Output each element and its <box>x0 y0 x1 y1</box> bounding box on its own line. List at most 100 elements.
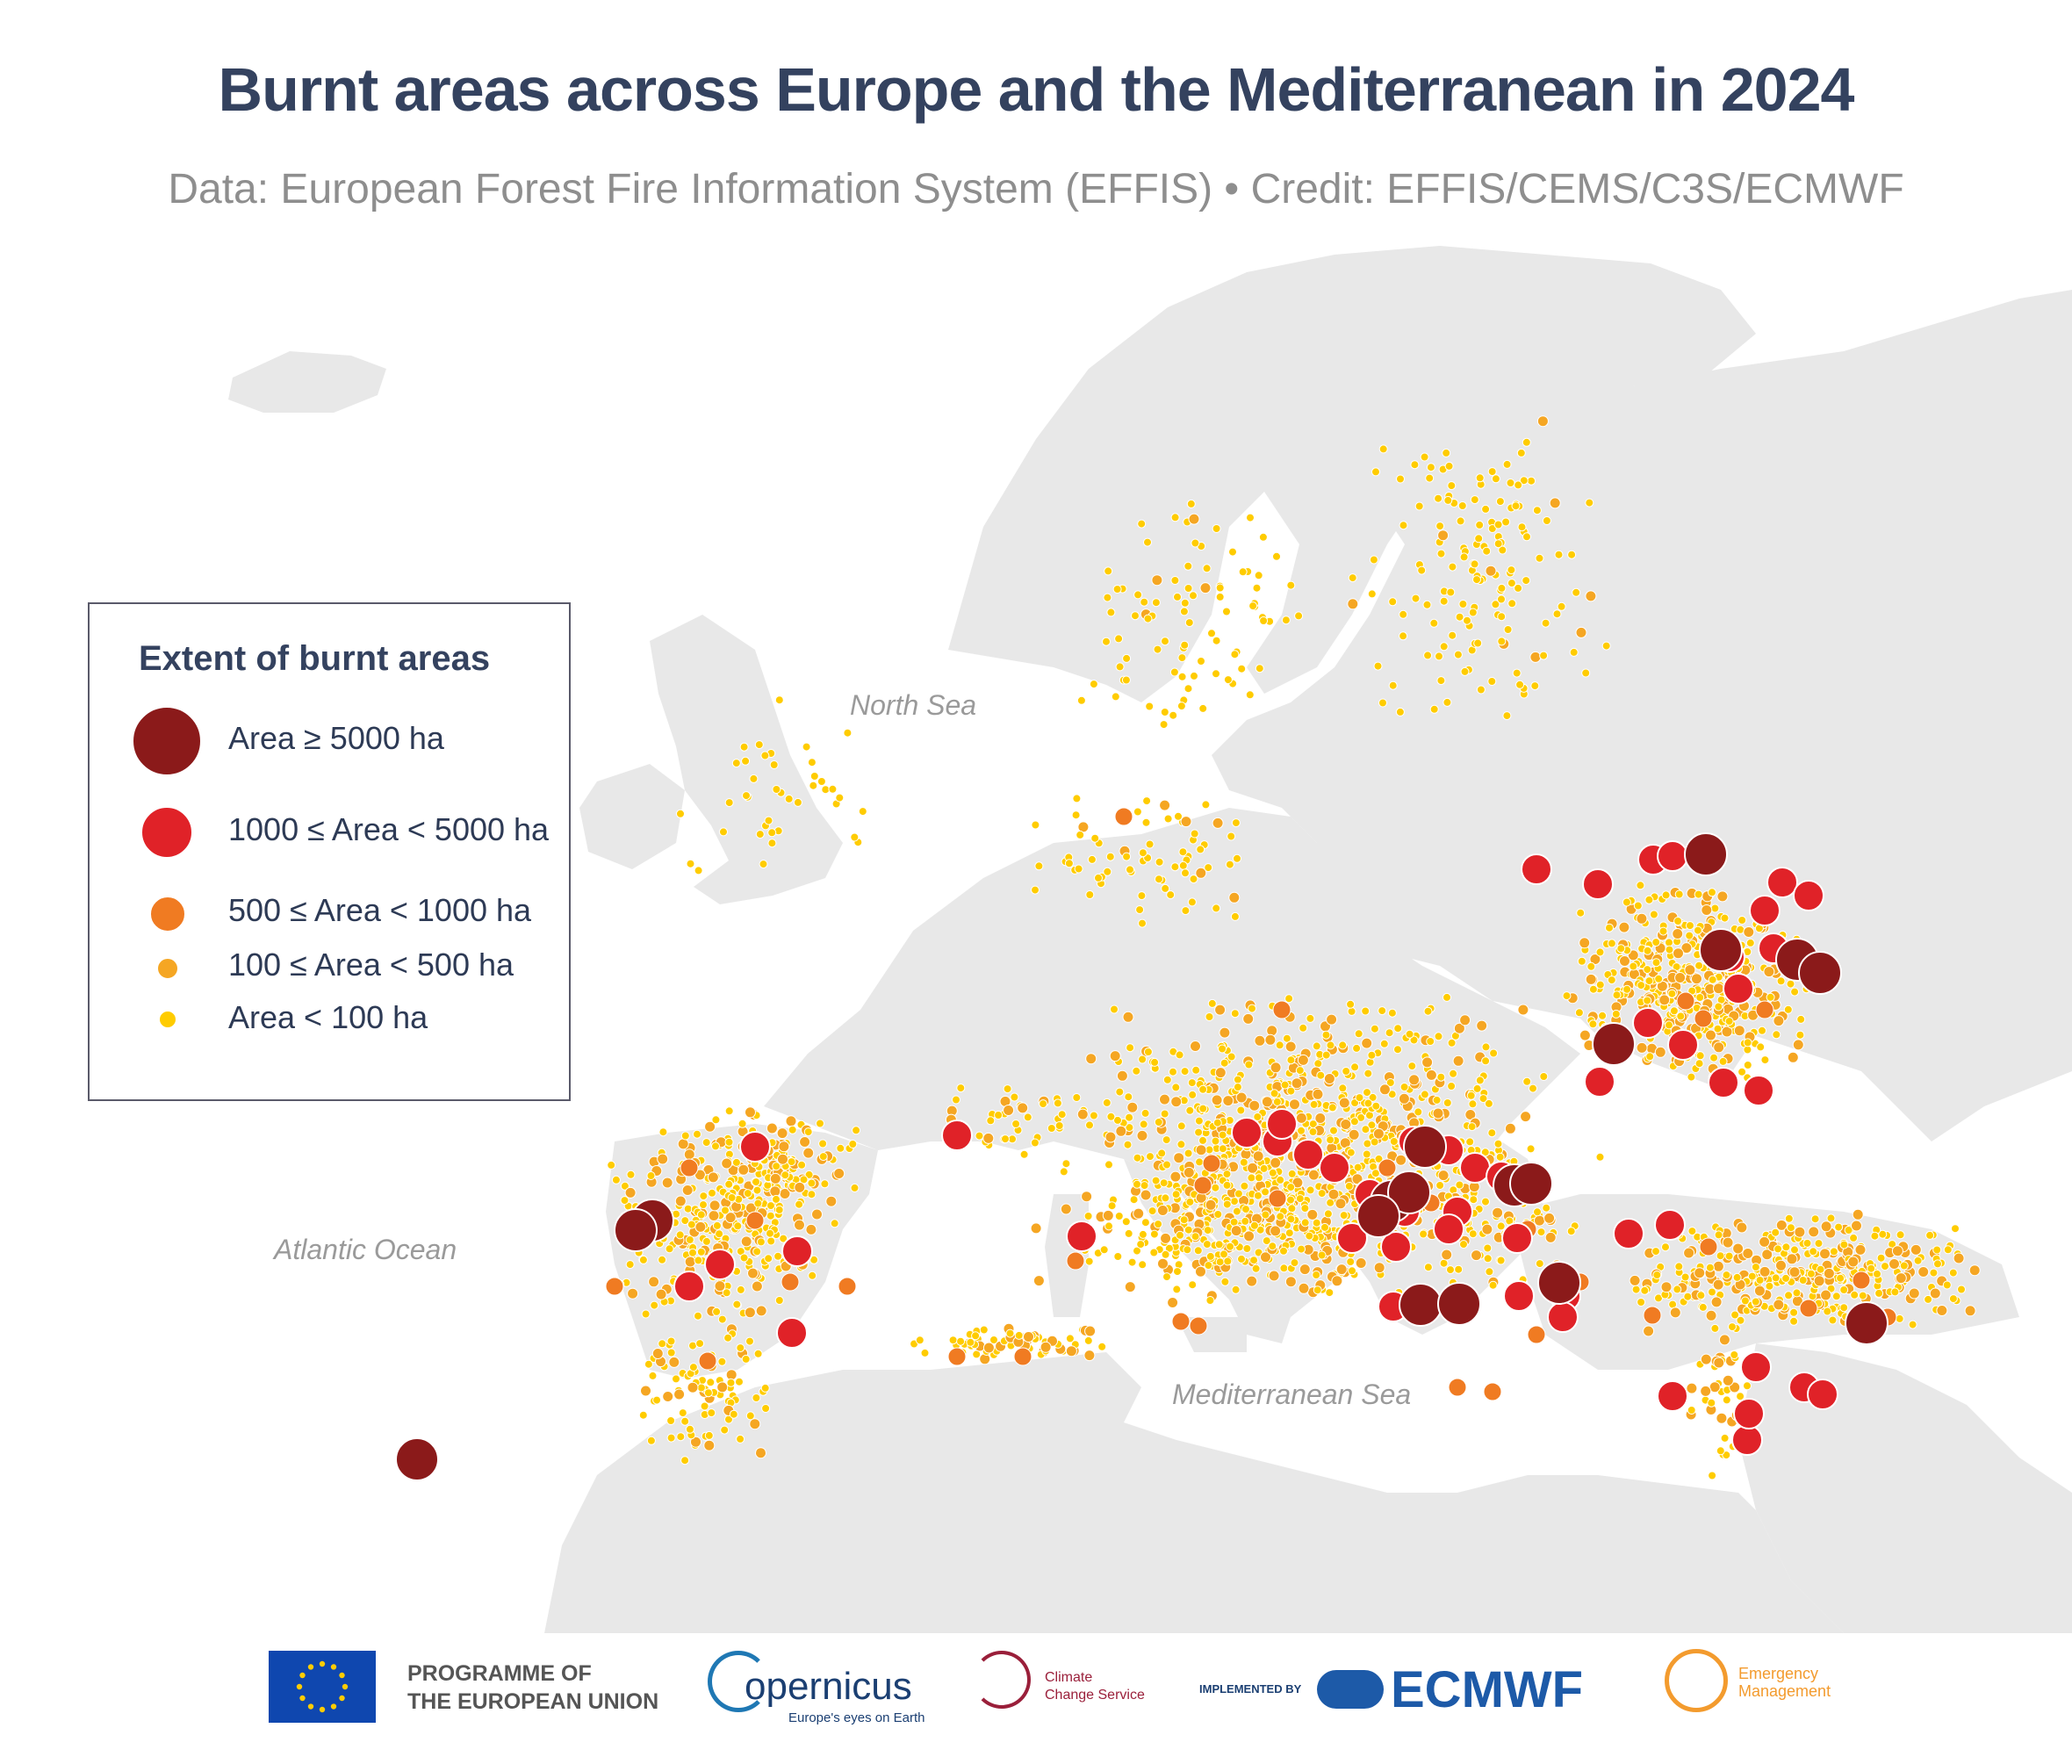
fire-point-lt100 <box>1254 571 1263 580</box>
fire-point-100-500 <box>1701 904 1713 916</box>
fire-point-lt100 <box>1514 480 1523 490</box>
fire-point-lt100 <box>1371 467 1380 477</box>
fire-point-lt100 <box>1536 1228 1546 1237</box>
eu-star-icon <box>330 1664 337 1670</box>
fire-point-lt100 <box>1444 461 1454 471</box>
fire-point-lt100 <box>724 1179 734 1189</box>
fire-point-100-500 <box>627 1287 639 1300</box>
fire-point-lt100 <box>1198 703 1208 713</box>
fire-point-lt100 <box>1159 1178 1169 1188</box>
fire-point-lt100 <box>1637 981 1646 990</box>
fire-point-5000-plus <box>395 1437 439 1481</box>
fire-point-lt100 <box>658 1255 667 1264</box>
fire-point-lt100 <box>1233 1075 1242 1084</box>
fire-point-lt100 <box>1057 1110 1067 1120</box>
fire-point-lt100 <box>1459 552 1469 562</box>
eu-star-icon <box>330 1703 337 1710</box>
c3s-line1: Climate <box>1045 1670 1093 1685</box>
fire-point-lt100 <box>1588 984 1598 994</box>
fire-point-lt100 <box>658 1127 668 1137</box>
fire-point-100-500 <box>1183 1166 1195 1178</box>
fire-point-lt100 <box>1191 538 1200 548</box>
fire-point-lt100 <box>781 1170 790 1180</box>
fire-point-lt100 <box>1129 1195 1139 1205</box>
page-title: Burnt areas across Europe and the Medite… <box>218 55 1855 124</box>
fire-point-100-500 <box>755 1305 767 1317</box>
fire-point-lt100 <box>1350 1062 1360 1072</box>
fire-point-lt100 <box>1138 1260 1148 1270</box>
fire-point-lt100 <box>1420 452 1429 462</box>
fire-point-lt100 <box>1085 890 1095 899</box>
fire-point-lt100 <box>1363 1139 1372 1148</box>
fire-point-lt100 <box>1633 901 1643 911</box>
fire-point-lt100 <box>666 1416 676 1425</box>
fire-point-lt100 <box>704 1430 714 1440</box>
fire-point-100-500 <box>747 1267 759 1279</box>
fire-point-100-500 <box>1085 1053 1097 1065</box>
fire-point-lt100 <box>1286 1086 1296 1096</box>
fire-point-lt100 <box>1249 1220 1259 1230</box>
fire-point-lt100 <box>1447 1038 1457 1048</box>
fire-point-lt100 <box>1237 1254 1246 1264</box>
fire-point-lt100 <box>1240 1181 1249 1191</box>
fire-point-1000-5000 <box>1632 1007 1664 1039</box>
fire-point-lt100 <box>1786 1223 1795 1233</box>
fire-point-lt100 <box>1227 832 1236 841</box>
fire-point-100-500 <box>1211 1094 1223 1106</box>
fire-point-100-500 <box>1705 1309 1717 1321</box>
fire-point-lt100 <box>1426 1037 1435 1046</box>
fire-point-lt100 <box>1316 1070 1326 1080</box>
fire-point-lt100 <box>729 1409 738 1419</box>
fire-point-lt100 <box>1567 550 1577 559</box>
fire-point-lt100 <box>1140 1108 1150 1118</box>
fire-point-lt100 <box>979 1325 989 1335</box>
fire-point-lt100 <box>611 1175 621 1184</box>
fire-point-lt100 <box>1103 867 1112 876</box>
fire-point-lt100 <box>1506 479 1515 487</box>
fire-point-lt100 <box>1487 1128 1497 1138</box>
fire-point-lt100 <box>1674 889 1684 899</box>
fire-point-lt100 <box>688 1363 698 1372</box>
fire-point-lt100 <box>1326 1135 1335 1145</box>
fire-point-100-500 <box>1160 1232 1172 1244</box>
fire-point-lt100 <box>1131 611 1140 621</box>
eu-star-icon <box>319 1706 326 1713</box>
fire-point-lt100 <box>1133 1246 1141 1256</box>
fire-point-100-500 <box>703 1439 716 1451</box>
fire-point-100-500 <box>1195 1144 1207 1156</box>
fire-point-lt100 <box>1640 1285 1650 1295</box>
fire-point-lt100 <box>666 1336 676 1346</box>
fire-point-lt100 <box>1363 1069 1373 1078</box>
fire-point-lt100 <box>1321 1030 1331 1040</box>
fire-point-1000-5000 <box>1657 1380 1688 1412</box>
fire-point-lt100 <box>1183 561 1193 571</box>
fire-point-lt100 <box>707 1408 716 1418</box>
fire-point-1000-5000 <box>1459 1152 1491 1184</box>
fire-point-100-500 <box>1686 1382 1698 1394</box>
fire-point-lt100 <box>1957 1285 1966 1294</box>
fire-point-lt100 <box>1137 519 1147 529</box>
fire-point-lt100 <box>1061 1159 1071 1169</box>
fire-point-lt100 <box>1685 931 1694 940</box>
fire-point-lt100 <box>717 1357 727 1366</box>
fire-point-lt100 <box>1850 1290 1860 1300</box>
fire-point-100-500 <box>1195 867 1207 879</box>
fire-point-lt100 <box>764 1254 773 1264</box>
fire-point-lt100 <box>1849 1233 1859 1242</box>
fire-point-lt100 <box>1284 1228 1294 1238</box>
fire-point-lt100 <box>1665 1020 1673 1030</box>
ecmwf-name: ECMWF <box>1391 1661 1584 1718</box>
fire-point-100-500 <box>1700 1353 1712 1365</box>
fire-point-lt100 <box>952 1095 960 1105</box>
fire-point-500-1000 <box>1694 1009 1713 1028</box>
fire-point-100-500 <box>1214 1004 1227 1016</box>
fire-point-lt100 <box>1530 681 1540 691</box>
fire-point-100-500 <box>707 1171 719 1184</box>
fire-point-lt100 <box>1183 584 1193 593</box>
fire-point-lt100 <box>1622 897 1631 907</box>
fire-point-lt100 <box>1423 651 1433 660</box>
legend-item-100: 100 ≤ Area < 500 ha <box>90 947 564 1027</box>
fire-point-5000-plus <box>614 1208 658 1252</box>
fire-point-lt100 <box>774 1296 784 1305</box>
fire-point-lt100 <box>1485 1267 1494 1277</box>
